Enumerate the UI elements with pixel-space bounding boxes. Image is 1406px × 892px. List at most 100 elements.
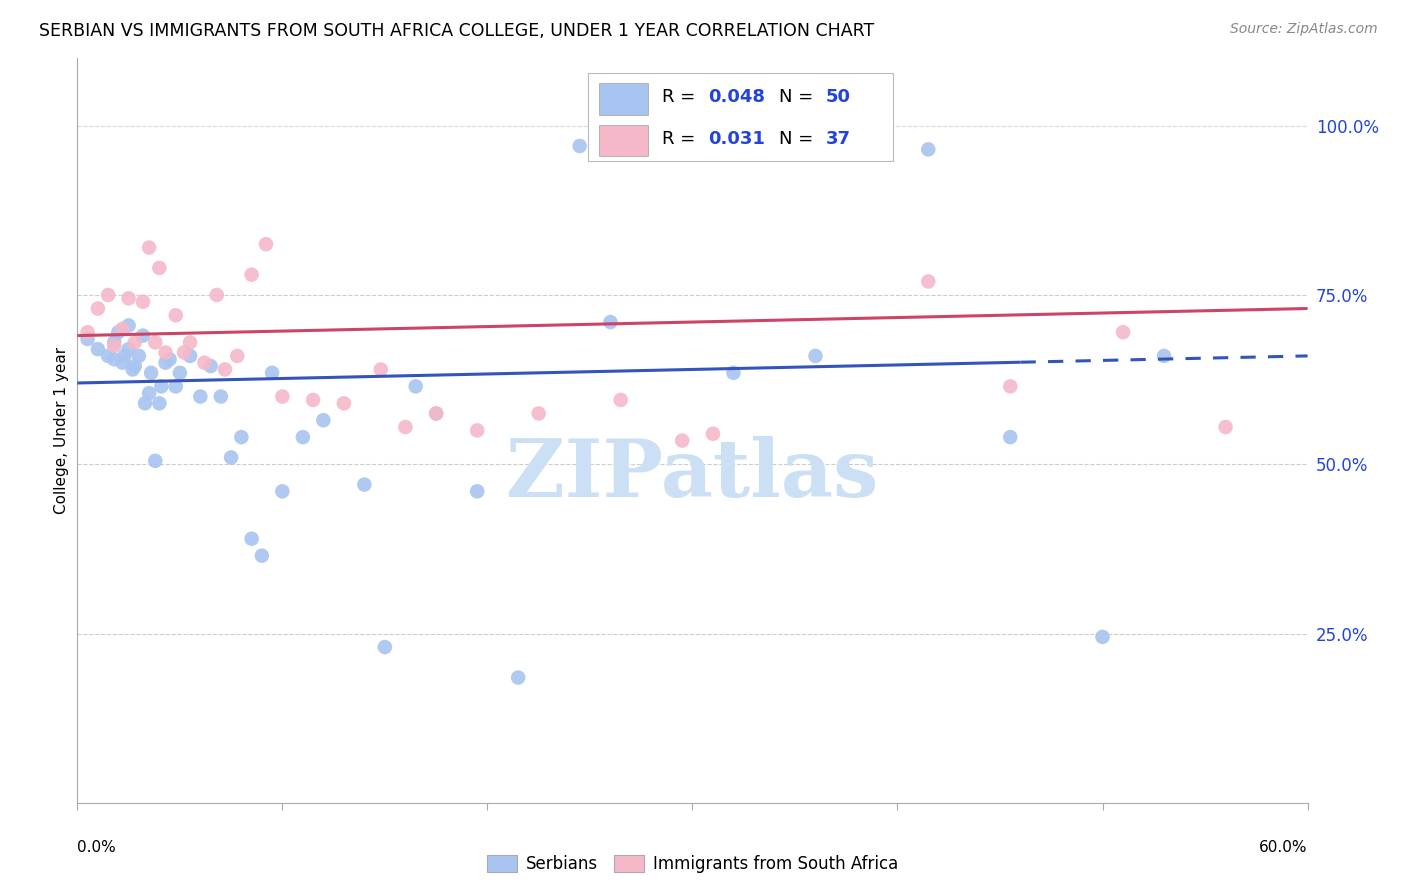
Point	[117, 318, 139, 333]
Point	[155, 345, 177, 359]
Point	[240, 268, 263, 282]
Text: SERBIAN VS IMMIGRANTS FROM SOUTH AFRICA COLLEGE, UNDER 1 YEAR CORRELATION CHART: SERBIAN VS IMMIGRANTS FROM SOUTH AFRICA …	[39, 22, 875, 40]
Point	[374, 640, 396, 654]
Text: 60.0%: 60.0%	[1260, 840, 1308, 855]
Point	[917, 275, 939, 289]
Point	[1215, 420, 1237, 434]
Point	[527, 407, 550, 421]
Point	[465, 424, 488, 438]
Point	[193, 356, 215, 370]
Point	[132, 328, 155, 343]
Point	[179, 349, 201, 363]
Point	[200, 359, 222, 373]
Point	[111, 322, 134, 336]
Text: N =: N =	[779, 88, 818, 106]
Text: R =: R =	[662, 88, 700, 106]
Point	[103, 352, 125, 367]
Point	[763, 132, 786, 146]
Point	[568, 139, 591, 153]
Point	[103, 339, 125, 353]
Point	[150, 379, 173, 393]
Point	[138, 386, 160, 401]
Point	[231, 430, 253, 444]
Point	[87, 342, 110, 356]
Point	[124, 335, 146, 350]
Point	[188, 390, 212, 404]
Point	[114, 349, 136, 363]
Point	[143, 454, 166, 468]
Text: R =: R =	[662, 130, 700, 148]
Point	[141, 366, 163, 380]
Point	[353, 477, 375, 491]
Text: 37: 37	[825, 130, 851, 148]
Point	[205, 288, 228, 302]
FancyBboxPatch shape	[599, 83, 648, 114]
Text: 0.048: 0.048	[709, 88, 765, 106]
Point	[165, 379, 187, 393]
Point	[370, 362, 392, 376]
Point	[107, 325, 129, 339]
Point	[97, 288, 120, 302]
Text: 50: 50	[825, 88, 851, 106]
Point	[671, 434, 693, 448]
Point	[804, 349, 827, 363]
Point	[1153, 349, 1175, 363]
Point	[508, 671, 530, 685]
Point	[138, 241, 160, 255]
Point	[1000, 430, 1022, 444]
Point	[1091, 630, 1114, 644]
Point	[132, 294, 155, 309]
Point	[702, 426, 724, 441]
Point	[250, 549, 273, 563]
Point	[609, 392, 631, 407]
Text: ZIPatlas: ZIPatlas	[506, 436, 879, 514]
Point	[271, 390, 294, 404]
Point	[302, 392, 325, 407]
FancyBboxPatch shape	[588, 73, 893, 161]
Point	[291, 430, 314, 444]
Text: 0.0%: 0.0%	[77, 840, 117, 855]
Point	[155, 356, 177, 370]
Point	[124, 359, 146, 373]
Point	[394, 420, 416, 434]
Point	[148, 260, 170, 275]
Point	[465, 484, 488, 499]
Point	[333, 396, 356, 410]
Point	[134, 396, 156, 410]
Point	[1000, 379, 1022, 393]
Text: 0.031: 0.031	[709, 130, 765, 148]
Point	[165, 308, 187, 322]
Point	[312, 413, 335, 427]
Point	[117, 342, 139, 356]
Point	[87, 301, 110, 316]
Point	[425, 407, 447, 421]
Text: Source: ZipAtlas.com: Source: ZipAtlas.com	[1230, 22, 1378, 37]
Point	[425, 407, 447, 421]
Point	[179, 335, 201, 350]
Point	[262, 366, 284, 380]
Point	[76, 325, 98, 339]
Point	[173, 345, 195, 359]
Point	[97, 349, 120, 363]
Point	[1112, 325, 1135, 339]
Point	[917, 142, 939, 156]
Point	[599, 315, 621, 329]
Point	[103, 335, 125, 350]
Point	[117, 291, 139, 305]
Point	[76, 332, 98, 346]
Text: N =: N =	[779, 130, 818, 148]
Point	[226, 349, 249, 363]
Point	[214, 362, 236, 376]
Legend: Serbians, Immigrants from South Africa: Serbians, Immigrants from South Africa	[481, 848, 904, 880]
Y-axis label: College, Under 1 year: College, Under 1 year	[53, 347, 69, 514]
Point	[219, 450, 242, 465]
Point	[148, 396, 170, 410]
Point	[240, 532, 263, 546]
Point	[159, 352, 181, 367]
FancyBboxPatch shape	[599, 125, 648, 156]
Point	[121, 362, 143, 376]
Point	[209, 390, 232, 404]
Point	[143, 335, 166, 350]
Point	[405, 379, 427, 393]
Point	[111, 356, 134, 370]
